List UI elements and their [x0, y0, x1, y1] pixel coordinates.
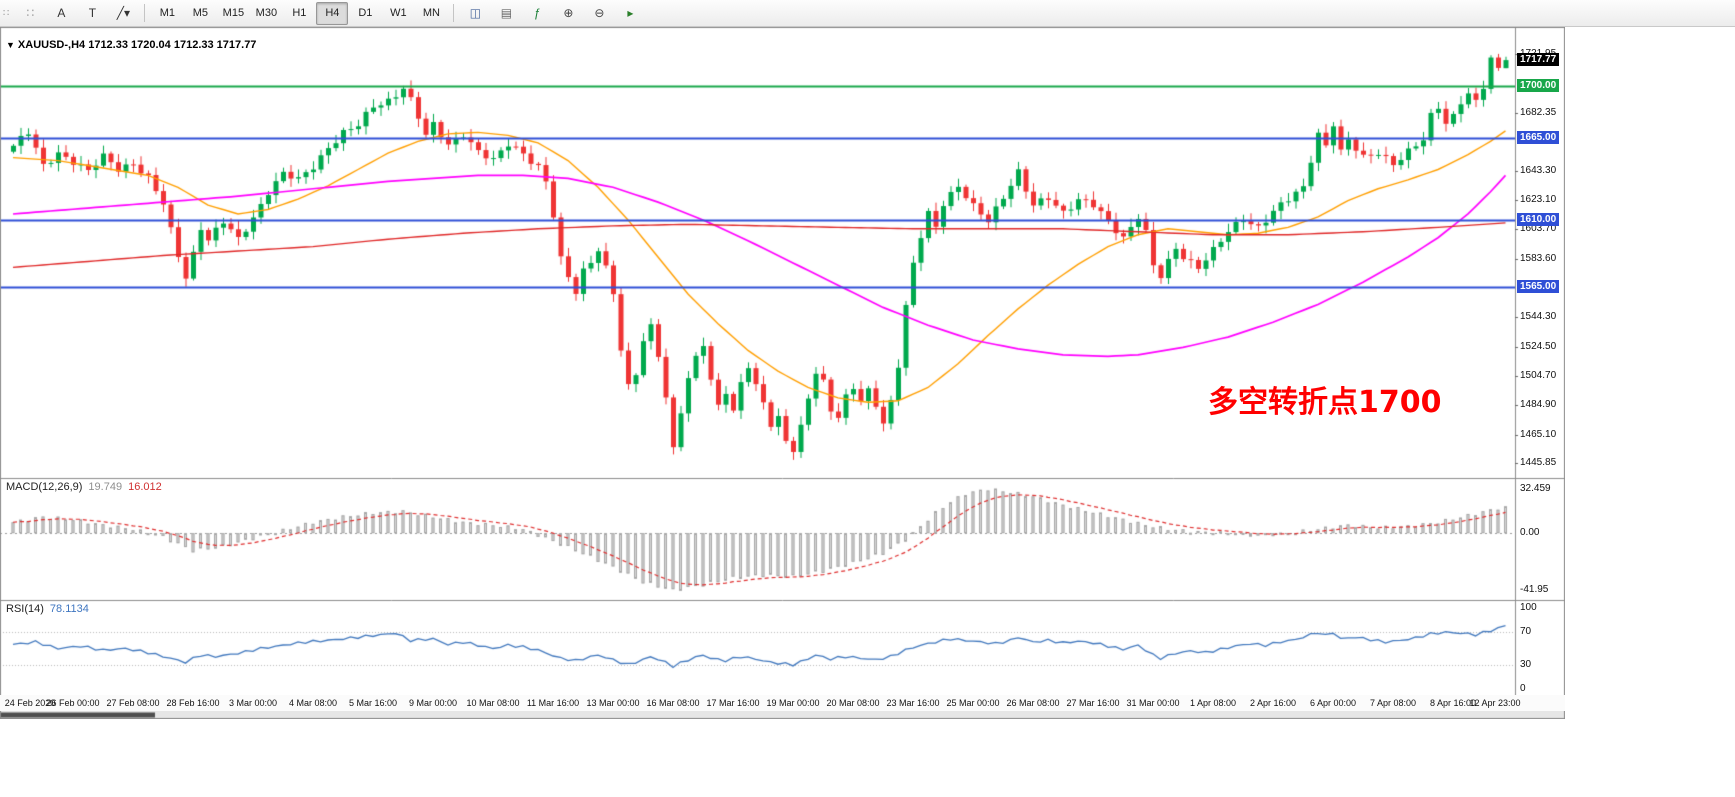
time-axis-label: 16 Mar 08:00 [646, 698, 700, 708]
rsi-axis-label: 0 [1520, 683, 1526, 694]
time-axis-label: 19 Mar 00:00 [766, 698, 820, 708]
symbol-title: ▼ XAUUSD-,H4 1712.33 1720.04 1712.33 1717… [6, 39, 256, 51]
indicators-icon[interactable]: ƒ [534, 6, 541, 20]
chart-window: ▼ XAUUSD-,H4 1712.33 1720.04 1712.33 1717… [0, 27, 1565, 719]
collapse-triangle-icon[interactable]: ▼ [6, 40, 15, 50]
price-axis-label: 1465.10 [1520, 428, 1557, 440]
timeframe-m15[interactable]: M15 [222, 7, 245, 19]
zoom-out-icon[interactable]: ⊖ [594, 6, 605, 20]
time-axis-label: 17 Mar 16:00 [706, 698, 760, 708]
price-tag-1565.00: 1565.00 [1517, 279, 1560, 293]
time-axis-label: 10 Mar 08:00 [466, 698, 520, 708]
time-axis-label: 28 Feb 16:00 [166, 698, 220, 708]
price-axis-label: 1603.70 [1520, 223, 1557, 235]
macd-main-value: 19.749 [88, 481, 123, 493]
chart-annotation-text[interactable]: 多空转折点1700 [1208, 385, 1442, 420]
price-chart-canvas[interactable] [0, 27, 1565, 719]
time-axis-label: 25 Mar 00:00 [946, 698, 1000, 708]
price-tag-1700.00: 1700.00 [1517, 79, 1560, 93]
price-axis-label: 1445.85 [1520, 457, 1557, 469]
timeframe-h4[interactable]: H4 [316, 1, 349, 25]
timeframe-d1[interactable]: D1 [358, 7, 373, 19]
auto-scroll-icon[interactable]: ▸ [627, 6, 634, 20]
templates-icon[interactable]: ▤ [500, 6, 513, 20]
time-axis-label: 4 Mar 08:00 [288, 698, 338, 708]
time-axis-label: 27 Feb 08:00 [106, 698, 160, 708]
time-axis-label: 12 Apr 23:00 [1469, 698, 1521, 708]
timeframe-m30[interactable]: M30 [255, 7, 278, 19]
timeframe-w1[interactable]: W1 [390, 7, 407, 19]
time-axis[interactable]: 24 Feb 2020 26 Feb 00:00 27 Feb 08:00 28 Fe… [0, 695, 1565, 711]
toolbar-separator-2 [453, 4, 455, 22]
time-axis-label: 6 Apr 00:00 [1309, 698, 1357, 708]
time-axis-label: 26 Feb 00:00 [46, 698, 100, 708]
rsi-value: 78.1134 [49, 603, 89, 615]
time-axis-label: 2 Apr 16:00 [1249, 698, 1297, 708]
time-axis-label: 7 Apr 08:00 [1369, 698, 1417, 708]
price-axis-label: 1623.10 [1520, 194, 1557, 206]
timeframe-h1[interactable]: H1 [292, 7, 307, 19]
time-axis-label: 31 Mar 00:00 [1126, 698, 1180, 708]
time-axis-label: 24 Feb 2020 [4, 698, 56, 708]
toolbar: ∷ ∷ A T ╱▾ M1 M5 M15 M30 H1 H4 D1 W1 MN ◫ ▤ ƒ ⊕ ⊖ ▸ [0, 0, 1735, 27]
macd-axis-label: 32.459 [1520, 482, 1551, 494]
toolbar-left-icons: ∷ A T ╱▾ [15, 2, 138, 25]
time-axis-label: 5 Mar 16:00 [348, 698, 398, 708]
price-tag-1665.00: 1665.00 [1517, 131, 1560, 145]
toolbar-separator [144, 4, 146, 22]
text-annotation-icon[interactable]: A [57, 6, 66, 20]
rsi-label: RSI(14) 78.1134 [6, 603, 89, 615]
symbol-ohlc-text: XAUUSD-,H4 1712.33 1720.04 1712.33 1717.… [17, 39, 257, 51]
zoom-in-icon[interactable]: ⊕ [563, 6, 574, 20]
macd-axis-label: -41.95 [1520, 584, 1549, 596]
macd-label: MACD(12,26,9) 19.749 16.012 [6, 481, 162, 493]
time-axis-label: 9 Mar 00:00 [408, 698, 458, 708]
price-axis-label: 1682.35 [1520, 106, 1557, 118]
toolbar-grip-icon[interactable]: ∷ [3, 7, 11, 19]
rsi-axis-label: 30 [1520, 658, 1532, 670]
price-axis-label: 1504.70 [1520, 370, 1557, 382]
price-axis-label: 1524.50 [1520, 340, 1557, 352]
price-axis-label: 1544.30 [1520, 311, 1557, 323]
toolbar-right-icons: ◫ ▤ ƒ ⊕ ⊖ ▸ [460, 2, 645, 25]
price-axis[interactable]: 1721.951682.351643.301623.101603.701583.… [1515, 27, 1565, 695]
time-axis-label: 23 Mar 16:00 [886, 698, 940, 708]
line-tools-icon[interactable]: ╱▾ [116, 6, 130, 20]
toolbar-grip-icon[interactable]: ∷ [26, 6, 35, 20]
price-axis-label: 1484.90 [1520, 399, 1557, 411]
timeframe-m1[interactable]: M1 [159, 7, 176, 19]
rsi-axis-label: 70 [1520, 626, 1532, 638]
time-axis-label: 11 Mar 16:00 [526, 698, 580, 708]
text-label-icon[interactable]: T [88, 6, 97, 20]
chart-window-icon[interactable]: ◫ [469, 6, 482, 20]
time-axis-label: 8 Apr 16:00 [1429, 698, 1477, 708]
price-axis-label: 1643.30 [1520, 164, 1557, 176]
time-axis-label: 27 Mar 16:00 [1066, 698, 1120, 708]
time-axis-label: 26 Mar 08:00 [1006, 698, 1060, 708]
time-axis-label: 1 Apr 08:00 [1189, 698, 1237, 708]
macd-axis-label: 0.00 [1520, 527, 1540, 539]
timeframe-m5[interactable]: M5 [192, 7, 209, 19]
rsi-axis-label: 100 [1520, 602, 1537, 613]
price-tag-1610.00: 1610.00 [1517, 212, 1560, 226]
timeframe-buttons: M1 M5 M15 M30 H1 H4 D1 W1 MN [151, 1, 447, 25]
price-tag-1717.77: 1717.77 [1517, 53, 1560, 67]
time-axis-label: 3 Mar 00:00 [228, 698, 278, 708]
time-axis-label: 13 Mar 00:00 [586, 698, 640, 708]
time-axis-label: 20 Mar 08:00 [826, 698, 880, 708]
price-axis-label: 1583.60 [1520, 253, 1557, 265]
macd-signal-value: 16.012 [128, 481, 162, 493]
timeframe-mn[interactable]: MN [422, 7, 440, 19]
